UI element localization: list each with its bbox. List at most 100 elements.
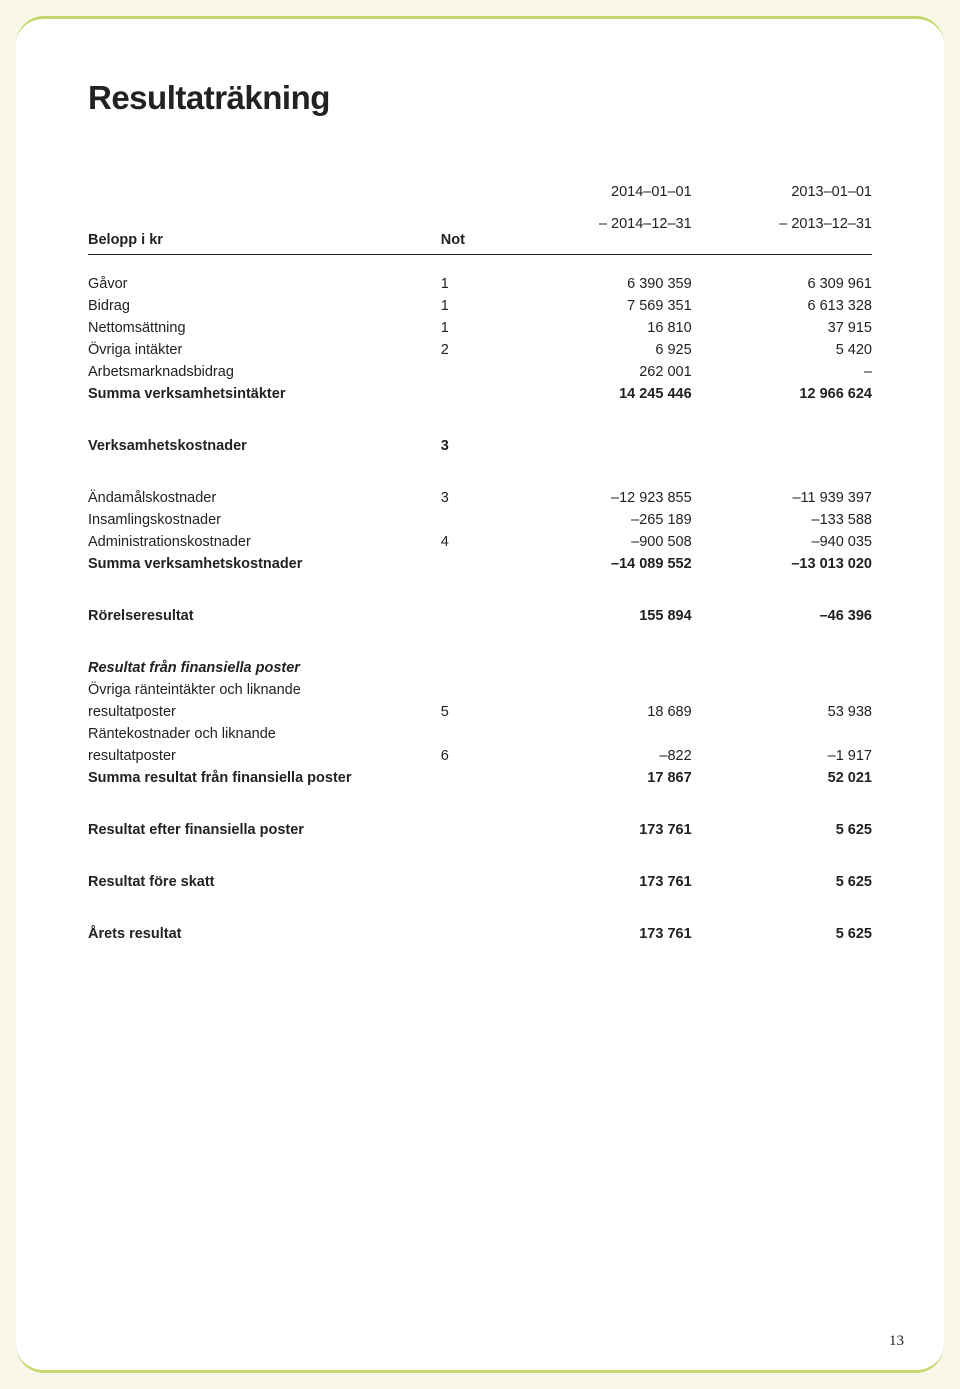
row-label: Arbetsmarknadsbidrag <box>88 361 441 383</box>
spacer-cell <box>88 841 872 871</box>
row-col2: –1 917 <box>692 745 872 767</box>
row-label: resultatposter <box>88 745 441 767</box>
table-row: resultatposter6–822–1 917 <box>88 745 872 767</box>
row-label: Verksamhetskostnader <box>88 435 441 457</box>
row-label: Summa resultat från finansiella poster <box>88 767 441 789</box>
row-note <box>441 509 512 531</box>
table-row <box>88 255 872 273</box>
row-col2: 37 915 <box>692 317 872 339</box>
header-col1: 2014–01–01 – 2014–12–31 <box>511 165 691 255</box>
table-body: Gåvor16 390 3596 309 961Bidrag17 569 351… <box>88 255 872 945</box>
row-col2: 53 938 <box>692 701 872 723</box>
row-label: Summa verksamhetsintäkter <box>88 383 441 405</box>
row-note: 4 <box>441 531 512 553</box>
spacer-cell <box>88 405 872 435</box>
spacer-cell <box>88 575 872 605</box>
spacer-cell <box>88 627 872 657</box>
row-col1: 6 925 <box>511 339 691 361</box>
row-note: 1 <box>441 295 512 317</box>
row-label: Rörelseresultat <box>88 605 441 627</box>
row-col2 <box>692 679 872 701</box>
table-row: Räntekostnader och liknande <box>88 723 872 745</box>
row-col1: 18 689 <box>511 701 691 723</box>
header-col1-top: 2014–01–01 <box>511 184 691 200</box>
row-label: Ändamålskostnader <box>88 487 441 509</box>
spacer-cell <box>88 789 872 819</box>
page-title: Resultaträkning <box>88 79 872 117</box>
row-col1: 155 894 <box>511 605 691 627</box>
row-col2: –11 939 397 <box>692 487 872 509</box>
row-note <box>441 923 512 945</box>
row-col2: – <box>692 361 872 383</box>
row-note: 2 <box>441 339 512 361</box>
page-number: 13 <box>889 1333 904 1350</box>
row-label: Nettomsättning <box>88 317 441 339</box>
row-col1 <box>511 679 691 701</box>
table-row: Insamlingskostnader–265 189–133 588 <box>88 509 872 531</box>
header-label: Belopp i kr <box>88 165 441 255</box>
table-row: Resultat från finansiella poster <box>88 657 872 679</box>
row-col1: –12 923 855 <box>511 487 691 509</box>
header-col1-bot: – 2014–12–31 <box>511 216 691 232</box>
row-col1: 173 761 <box>511 819 691 841</box>
row-note: 1 <box>441 273 512 295</box>
row-note: 1 <box>441 317 512 339</box>
row-col1: –14 089 552 <box>511 553 691 575</box>
row-label: Övriga intäkter <box>88 339 441 361</box>
row-label: Gåvor <box>88 273 441 295</box>
row-label: Resultat efter finansiella poster <box>88 819 441 841</box>
table-row: resultatposter518 68953 938 <box>88 701 872 723</box>
table-row: Arbetsmarknadsbidrag262 001– <box>88 361 872 383</box>
row-col1: –900 508 <box>511 531 691 553</box>
row-note: 6 <box>441 745 512 767</box>
table-row <box>88 575 872 605</box>
table-row: Summa verksamhetsintäkter 14 245 44612 96… <box>88 383 872 405</box>
row-col2: 5 420 <box>692 339 872 361</box>
row-note <box>441 767 512 789</box>
table-row <box>88 789 872 819</box>
row-label: Resultat före skatt <box>88 871 441 893</box>
spacer-cell <box>88 457 872 487</box>
table-row <box>88 893 872 923</box>
row-label: Resultat från finansiella poster <box>88 657 441 679</box>
table-header-row: Belopp i kr Not 2014–01–01 – 2014–12–31 … <box>88 165 872 255</box>
row-col2: –46 396 <box>692 605 872 627</box>
row-note: 3 <box>441 435 512 457</box>
table-row <box>88 841 872 871</box>
table-row: Övriga intäkter26 9255 420 <box>88 339 872 361</box>
row-col2: 12 966 624 <box>692 383 872 405</box>
row-col1: 173 761 <box>511 923 691 945</box>
row-col2: –13 013 020 <box>692 553 872 575</box>
row-col2: –940 035 <box>692 531 872 553</box>
row-col1: 17 867 <box>511 767 691 789</box>
spacer-cell <box>88 255 872 273</box>
row-col1: 173 761 <box>511 871 691 893</box>
row-col2 <box>692 435 872 457</box>
row-col2: 5 625 <box>692 819 872 841</box>
row-note <box>441 723 512 745</box>
table-row: Nettomsättning116 81037 915 <box>88 317 872 339</box>
table-row: Övriga ränteintäkter och liknande <box>88 679 872 701</box>
row-col2 <box>692 723 872 745</box>
row-col1: –822 <box>511 745 691 767</box>
page-outer: Resultaträkning Belopp i kr Not 2014–01–… <box>0 0 960 1389</box>
row-col1: 14 245 446 <box>511 383 691 405</box>
header-note: Not <box>441 165 512 255</box>
row-label: Administrationskostnader <box>88 531 441 553</box>
row-col2 <box>692 657 872 679</box>
header-col2-bot: – 2013–12–31 <box>692 216 872 232</box>
table-row: Gåvor16 390 3596 309 961 <box>88 273 872 295</box>
row-col2: 6 613 328 <box>692 295 872 317</box>
row-label: Övriga ränteintäkter och liknande <box>88 679 441 701</box>
header-col2-top: 2013–01–01 <box>692 184 872 200</box>
row-col1: –265 189 <box>511 509 691 531</box>
row-col1 <box>511 723 691 745</box>
row-note <box>441 383 512 405</box>
table-row: Administrationskostnader4–900 508–940 03… <box>88 531 872 553</box>
table-row: Summa resultat från finansiella poster 17… <box>88 767 872 789</box>
row-col1: 16 810 <box>511 317 691 339</box>
page-inner: Resultaträkning Belopp i kr Not 2014–01–… <box>16 16 944 1373</box>
income-statement-table: Belopp i kr Not 2014–01–01 – 2014–12–31 … <box>88 165 872 945</box>
spacer-cell <box>88 893 872 923</box>
table-row: Ändamålskostnader3–12 923 855–11 939 397 <box>88 487 872 509</box>
